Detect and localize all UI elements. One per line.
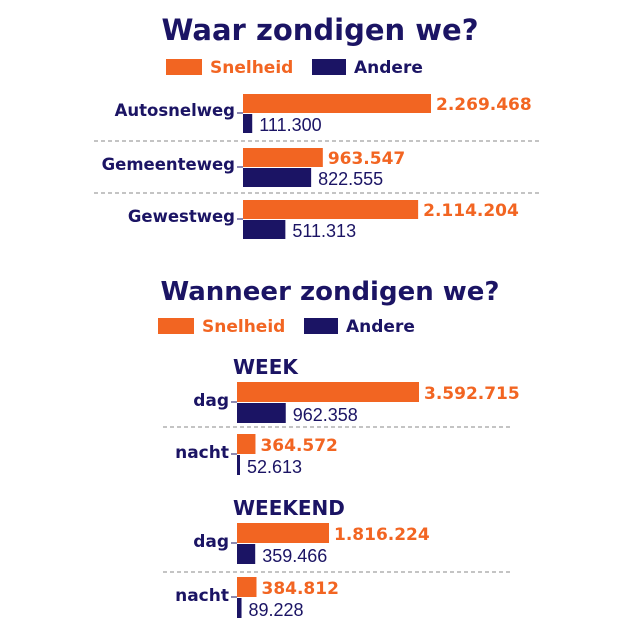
- bar-snelheid-week-dag: [237, 382, 419, 402]
- bar-snelheid-weekend-nacht: [237, 577, 257, 597]
- data-label-andere-weekend-dag: 359.466: [262, 546, 327, 566]
- bar-andere-week-dag: [237, 403, 286, 423]
- data-label-andere-week-dag: 962.358: [293, 405, 358, 425]
- bar-andere-autosnelweg: [243, 114, 253, 133]
- data-label-andere-gewestweg: 511.313: [292, 221, 356, 241]
- chart-title: Waar zondigen we?: [161, 13, 478, 47]
- category-label-weekend-dag: dag: [193, 532, 229, 552]
- bar-andere-gemeenteweg: [243, 168, 312, 187]
- category-label-week-nacht: nacht: [175, 443, 229, 463]
- data-label-andere-week-nacht: 52.613: [247, 457, 302, 477]
- legend-label-andere: Andere: [346, 317, 415, 337]
- legend-swatch-snelheid: [166, 59, 202, 75]
- data-label-snelheid-weekend-nacht: 384.812: [261, 579, 338, 599]
- data-label-andere-weekend-nacht: 89.228: [249, 600, 304, 620]
- bar-andere-weekend-dag: [237, 544, 256, 564]
- legend-label-snelheid: Snelheid: [202, 317, 285, 337]
- category-label-gewestweg: Gewestweg: [128, 207, 235, 226]
- bar-snelheid-week-nacht: [237, 434, 256, 454]
- category-label-week-dag: dag: [193, 391, 229, 411]
- data-label-snelheid-gemeenteweg: 963.547: [328, 149, 405, 169]
- category-label-gemeenteweg: Gemeenteweg: [102, 155, 235, 174]
- legend-label-snelheid: Snelheid: [210, 58, 293, 78]
- legend-swatch-snelheid: [158, 318, 194, 334]
- data-label-snelheid-autosnelweg: 2.269.468: [436, 95, 532, 115]
- category-label-weekend-nacht: nacht: [175, 586, 229, 606]
- bar-snelheid-gemeenteweg: [243, 148, 323, 167]
- bar-andere-gewestweg: [243, 220, 286, 239]
- bar-andere-week-nacht: [237, 455, 240, 475]
- data-label-andere-autosnelweg: 111.300: [259, 115, 321, 135]
- category-label-autosnelweg: Autosnelweg: [115, 101, 235, 120]
- group-label-week: WEEK: [233, 355, 299, 379]
- legend-swatch-andere: [304, 318, 338, 334]
- data-label-andere-gemeenteweg: 822.555: [318, 169, 383, 189]
- legend-label-andere: Andere: [354, 58, 423, 78]
- data-label-snelheid-weekend-dag: 1.816.224: [334, 525, 430, 545]
- bar-snelheid-gewestweg: [243, 200, 419, 219]
- bar-snelheid-autosnelweg: [243, 94, 431, 113]
- bar-andere-weekend-nacht: [237, 598, 242, 618]
- group-label-weekend: WEEKEND: [233, 496, 345, 520]
- data-label-snelheid-gewestweg: 2.114.204: [423, 201, 519, 221]
- data-label-snelheid-week-nacht: 364.572: [260, 436, 337, 456]
- legend-swatch-andere: [312, 59, 346, 75]
- bar-snelheid-weekend-dag: [237, 523, 330, 543]
- data-label-snelheid-week-dag: 3.592.715: [424, 384, 520, 404]
- chart-title: Wanneer zondigen we?: [160, 277, 499, 307]
